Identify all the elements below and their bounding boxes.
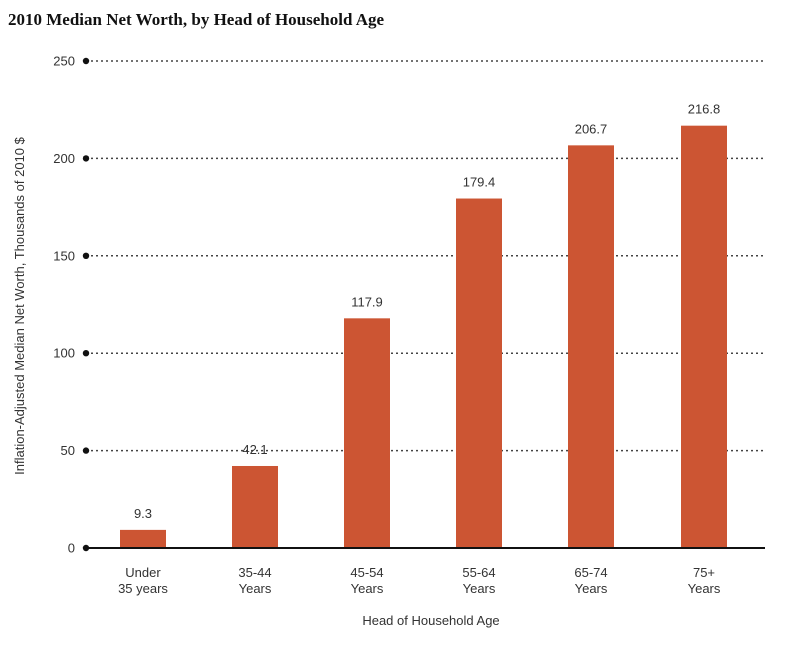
y-tick-label: 250 [53,54,75,69]
bar [456,198,502,548]
x-tick-label: 35-44 Years [238,565,272,596]
x-axis-ticks: Under 35 years 35-44 Years 45-54 Years 55-64 Ye… [118,565,721,596]
data-label: 206.7 [575,121,608,136]
bar [681,125,727,549]
data-label: 9.3 [134,506,152,521]
x-axis-title: Head of Household Age [362,613,499,628]
data-label: 179.4 [463,175,496,190]
y-tick-label: 100 [53,346,75,361]
x-tick-label: 65-74 Years [574,565,608,596]
y-axis-title: Inflation-Adjusted Median Net Worth, Tho… [12,136,27,474]
y-tick-dot [82,350,90,357]
y-tick-label: 200 [53,151,75,166]
bar [232,465,278,548]
y-axis-ticks: 0 50 100 150 200 250 [53,54,90,556]
y-tick-dot [82,155,90,162]
data-label: 216.8 [688,102,721,117]
gridlines [86,60,765,452]
y-tick-label: 0 [68,541,75,556]
x-tick-label: 55-64 Years [462,565,496,596]
data-label: 117.9 [351,294,383,309]
y-tick-label: 50 [61,443,75,458]
x-tick-label: 75+ Years [688,565,721,596]
bar [568,145,614,549]
bar [120,529,166,548]
x-tick-label: 45-54 Years [350,565,384,596]
data-label: 42.1 [242,442,267,457]
chart-title: 2010 Median Net Worth, by Head of Househ… [8,10,385,29]
y-tick-dot [82,252,90,259]
bar [344,318,390,548]
x-tick-label: Under 35 years [118,565,168,596]
y-tick-label: 150 [53,248,75,263]
bars [86,125,765,549]
y-tick-dot [82,57,90,65]
y-tick-dot [82,447,90,454]
value-labels: 9.3 42.1 117.9 179.4 206.7 216.8 [134,102,720,521]
